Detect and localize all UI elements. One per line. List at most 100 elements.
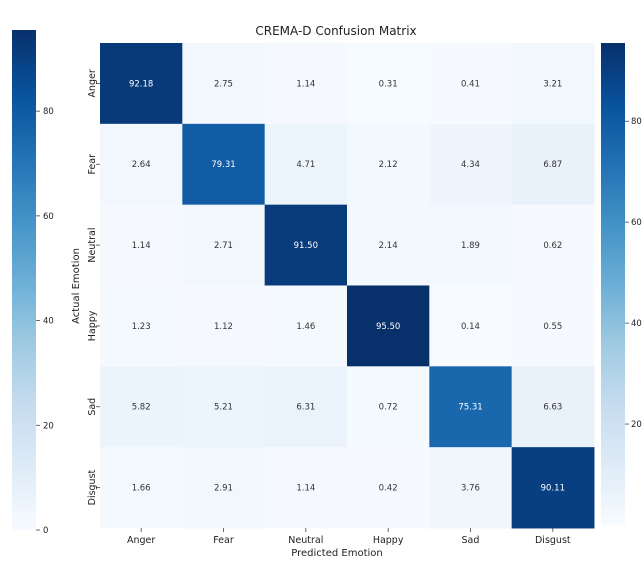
heatmap-cell <box>511 285 595 367</box>
cell-value-label: 0.31 <box>379 79 398 89</box>
left-colorbar-tick-label: 80 <box>43 107 54 117</box>
right-colorbar-tick-label: 60 <box>631 218 642 228</box>
heatmap-cell <box>264 366 348 448</box>
heatmap-cell <box>346 285 430 367</box>
heatmap-cell <box>346 43 430 125</box>
cell-value-label: 0.72 <box>379 403 398 413</box>
right-colorbar-tick-label: 20 <box>631 420 642 430</box>
heatmap-cell <box>346 204 430 286</box>
cell-value-label: 92.18 <box>129 79 153 89</box>
x-tick-label: Sad <box>462 535 480 546</box>
x-tick-label: Fear <box>213 535 234 546</box>
x-axis-ticks: Anger Fear Neutral Happy Sad Disgust <box>127 527 571 546</box>
cell-value-label: 5.82 <box>132 403 151 413</box>
y-axis-label: Actual Emotion <box>71 248 82 324</box>
heatmap-cell <box>100 285 183 367</box>
y-tick-label: Neutral <box>87 228 98 263</box>
heatmap-cell <box>182 447 266 529</box>
left-colorbar <box>12 30 36 530</box>
cell-value-label: 90.11 <box>541 484 565 494</box>
heatmap-cells: 92.18 2.75 1.14 0.31 0.41 3.21 2.64 79.31 4.71 2.… <box>100 43 595 529</box>
right-colorbar-tick-label: 80 <box>631 117 642 127</box>
chart-title: CREMA-D Confusion Matrix <box>255 24 416 38</box>
cell-value-label: 1.14 <box>296 484 315 494</box>
heatmap-cell <box>429 366 513 448</box>
heatmap-cell <box>346 366 430 448</box>
cell-value-label: 79.31 <box>211 160 235 170</box>
cell-value-label: 1.14 <box>296 79 315 89</box>
heatmap-cell <box>511 43 595 125</box>
cell-value-label: 75.31 <box>458 403 482 413</box>
y-tick-label: Anger <box>87 69 98 97</box>
heatmap-cell <box>511 204 595 286</box>
cell-value-label: 6.63 <box>543 403 562 413</box>
cell-value-label: 1.23 <box>132 322 151 332</box>
y-tick-label: Disgust <box>87 469 98 505</box>
heatmap-cell <box>264 285 348 367</box>
cell-value-label: 5.21 <box>214 403 233 413</box>
cell-value-label: 6.31 <box>296 403 315 413</box>
cell-value-label: 2.91 <box>214 484 233 494</box>
x-tick-label: Anger <box>127 535 155 546</box>
left-colorbar-tick-label: 0 <box>43 526 48 536</box>
cell-value-label: 2.75 <box>214 79 233 89</box>
heatmap-cell <box>429 204 513 286</box>
heatmap-cell <box>100 447 183 529</box>
cell-value-label: 0.14 <box>461 322 480 332</box>
heatmap-cell <box>511 366 595 448</box>
y-axis-ticks: Anger Fear Neutral Happy Sad Disgust <box>87 69 100 505</box>
cell-value-label: 0.62 <box>543 241 562 251</box>
left-colorbar-tick-label: 60 <box>43 212 54 222</box>
heatmap-cell <box>182 43 266 125</box>
heatmap-cell <box>182 204 266 286</box>
x-tick-label: Neutral <box>288 535 323 546</box>
right-colorbar <box>601 43 625 525</box>
heatmap-cell <box>100 43 183 125</box>
left-colorbar-ticks: 0 20 40 60 80 <box>36 107 54 536</box>
cell-value-label: 2.71 <box>214 241 233 251</box>
cell-value-label: 6.87 <box>543 160 562 170</box>
heatmap-cell <box>511 123 595 206</box>
cell-value-label: 0.55 <box>543 322 562 332</box>
y-tick-label: Happy <box>87 310 98 341</box>
cell-value-label: 3.76 <box>461 484 480 494</box>
right-colorbar-tick-label: 40 <box>631 319 642 329</box>
x-axis-label: Predicted Emotion <box>291 548 382 559</box>
cell-value-label: 1.66 <box>132 484 151 494</box>
cell-value-label: 0.41 <box>461 79 480 89</box>
x-tick-label: Happy <box>373 535 404 546</box>
heatmap-cell <box>429 447 513 529</box>
heatmap-cell <box>346 123 430 206</box>
cell-value-label: 0.42 <box>379 484 398 494</box>
heatmap-cell <box>429 285 513 367</box>
heatmap-cell <box>346 447 430 529</box>
cell-value-label: 3.21 <box>543 79 562 89</box>
heatmap-cell <box>429 43 513 125</box>
cell-value-label: 4.71 <box>296 160 315 170</box>
heatmap-cell <box>511 447 595 529</box>
cell-value-label: 2.14 <box>379 241 398 251</box>
heatmap-cell <box>182 123 266 206</box>
heatmap-cell <box>264 447 348 529</box>
cell-value-label: 2.12 <box>379 160 398 170</box>
cell-value-label: 4.34 <box>461 160 480 170</box>
heatmap-cell <box>264 204 348 286</box>
heatmap-cell <box>182 285 266 367</box>
cell-value-label: 95.50 <box>376 322 400 332</box>
x-tick-label: Disgust <box>535 535 571 546</box>
y-tick-label: Sad <box>87 398 98 416</box>
right-colorbar-ticks: 20 40 60 80 <box>625 117 642 430</box>
y-tick-label: Fear <box>87 154 98 175</box>
left-colorbar-tick-label: 20 <box>43 421 54 431</box>
heatmap-cell <box>182 366 266 448</box>
heatmap-cell <box>264 43 348 125</box>
left-colorbar-tick-label: 40 <box>43 317 54 327</box>
cell-value-label: 2.64 <box>132 160 151 170</box>
cell-value-label: 1.14 <box>132 241 151 251</box>
heatmap-cell <box>264 123 348 206</box>
heatmap-cell <box>100 204 183 286</box>
heatmap-cell <box>100 366 183 448</box>
cell-value-label: 91.50 <box>294 241 318 251</box>
heatmap-cell <box>429 123 513 206</box>
